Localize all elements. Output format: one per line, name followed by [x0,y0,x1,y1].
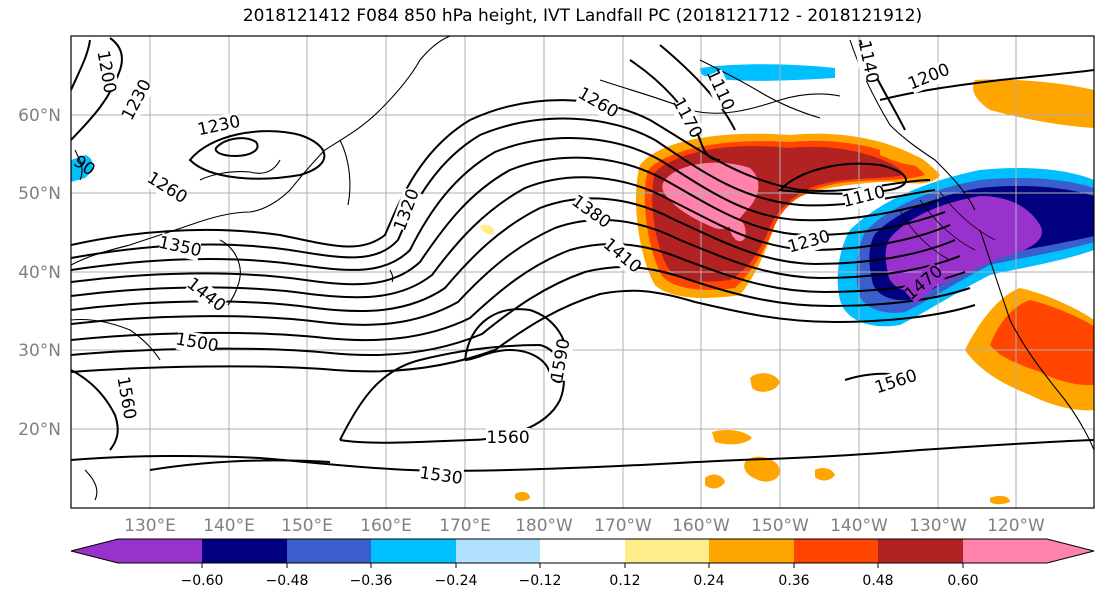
positive-anomaly-core-3 [662,162,759,230]
lon-label: 150°E [281,516,333,536]
patch-5 [815,467,835,481]
lat-label-50: 50°N [18,184,61,204]
gridlines [71,36,1094,508]
lon-label: 170°E [439,516,491,536]
lon-label: 160°W [672,516,730,536]
patch-3 [712,430,752,445]
colorbar-outline [70,538,1095,564]
lon-label: 150°W [751,516,809,536]
lon-label: 160°E [360,516,412,536]
colorbar-cell-6 [625,539,709,563]
colorbar-label: −0.12 [519,573,562,589]
colorbar-label: 0.60 [947,573,978,589]
colorbar-label: −0.36 [350,573,393,589]
latitude-labels: 60°N 50°N 40°N 30°N 20°N [18,106,61,440]
colorbar-ticks [201,563,964,568]
contour-label: 1560 [486,428,529,448]
patch-1 [750,373,780,392]
colorbar: −0.60 −0.48 −0.36 −0.24 −0.12 0.12 0.24 … [70,538,1095,589]
colorbar-label: 0.48 [862,573,893,589]
lon-label: 180°W [515,516,573,536]
lat-label-20: 20°N [18,420,61,440]
lon-label: 140°E [203,516,255,536]
height-contours [71,37,1094,472]
height-contours-thin [899,191,996,261]
map-frame [70,35,1095,509]
longitude-labels: 130°E 140°E 150°E 160°E 170°E 180°W 170°… [124,516,1045,536]
lat-label-40: 40°N [18,263,61,283]
positive-anomaly-northeast [973,79,1094,128]
patch-2 [744,456,780,482]
colorbar-label: −0.24 [435,573,478,589]
colorbar-cell-8 [794,539,878,563]
colorbar-cell-5 [540,539,625,563]
colorbar-cell-0 [71,539,202,563]
patch-6 [515,491,530,501]
lon-label: 120°W [987,516,1045,536]
colorbar-label: 0.24 [693,573,724,589]
patch-4 [705,474,725,489]
colorbar-label: −0.48 [266,573,309,589]
lat-label-30: 30°N [18,341,61,361]
colorbar-label: 0.12 [609,573,640,589]
lon-label: 130°E [124,516,176,536]
colorbar-label: −0.60 [181,573,224,589]
colorbar-cell-10 [963,539,1094,563]
colorbar-cell-1 [202,539,287,563]
map-title: 2018121412 F084 850 hPa height, IVT Land… [242,6,923,26]
colorbar-cell-3 [371,539,456,563]
lon-label: 130°W [909,516,967,536]
colorbar-cell-4 [456,539,540,563]
positive-anomaly-gulf [880,148,930,166]
colorbar-cell-7 [709,539,794,563]
lon-label: 170°W [594,516,652,536]
patch-7 [990,495,1010,505]
colorbar-label: 0.36 [778,573,809,589]
patch-8 [480,224,495,235]
lon-label: 140°W [830,516,888,536]
colorbar-cell-9 [878,539,963,563]
colorbar-cell-2 [287,539,371,563]
lat-label-60: 60°N [18,106,61,126]
